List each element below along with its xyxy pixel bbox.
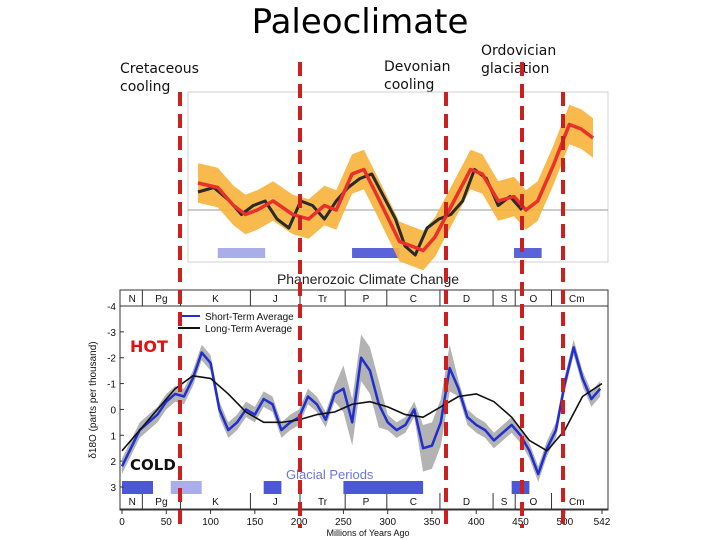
y-axis-ticks: -4 -3 -2 -1 0 1 2 3 xyxy=(107,302,124,494)
top-glacial-bar xyxy=(217,248,266,258)
callout-devonian-cooling: Devonian cooling xyxy=(384,58,450,94)
glacial-periods-label: Glacial Periods xyxy=(286,467,374,482)
x-tick-label: 200 xyxy=(291,517,308,528)
y-tick-label: -4 xyxy=(107,302,116,313)
period-label: N xyxy=(129,294,136,305)
x-axis-ticks: 0 50 100 150 200 250 300 350 400 450 500 542 xyxy=(119,510,611,528)
callout-line: glaciation xyxy=(481,61,550,77)
x-tick-label: 300 xyxy=(379,517,396,528)
period-strip-top: N Pg K J Tr P C D S O Cm xyxy=(120,290,608,307)
x-tick-label: 500 xyxy=(556,517,573,528)
y-tick-label: -1 xyxy=(107,380,116,391)
callout-ordovician-glaciation: Ordovician glaciation xyxy=(481,42,556,78)
period-label: D xyxy=(463,294,470,305)
x-tick-label: 0 xyxy=(119,517,125,528)
period-label: C xyxy=(410,497,417,508)
y-tick-label: -3 xyxy=(107,328,116,339)
period-label: D xyxy=(463,497,470,508)
callout-line: Ordovician xyxy=(481,43,557,59)
hot-label: HOT xyxy=(130,337,168,356)
x-tick-label: 350 xyxy=(424,517,441,528)
x-tick-label: 250 xyxy=(335,517,352,528)
x-tick-label: 400 xyxy=(468,517,485,528)
period-label: K xyxy=(212,294,219,305)
top-glacial-bar xyxy=(352,248,400,258)
callout-line: Cretaceous xyxy=(120,61,199,77)
period-strip-bottom: N Pg K J Tr P C D S O Cm xyxy=(120,493,608,510)
y-tick-label: -2 xyxy=(107,354,116,365)
y-tick-label: 2 xyxy=(110,457,116,468)
period-label: Cm xyxy=(569,497,585,508)
period-label: S xyxy=(501,497,508,508)
top-glacial-bars xyxy=(217,248,542,258)
callout-line: Devonian xyxy=(384,59,451,75)
glacial-bar xyxy=(343,481,424,494)
bottom-series-lines xyxy=(120,346,603,476)
top-glacial-bar xyxy=(514,248,542,258)
top-series-red-line xyxy=(197,122,595,253)
period-label: S xyxy=(501,294,508,305)
glacial-bar xyxy=(122,481,153,494)
y-tick-label: 3 xyxy=(110,483,116,494)
period-label: O xyxy=(529,294,537,305)
top-series-lines xyxy=(197,122,595,257)
top-band-area xyxy=(198,104,593,271)
x-axis-label: Millions of Years Ago xyxy=(326,528,409,538)
x-tick-label: 542 xyxy=(594,517,611,528)
period-label: Cm xyxy=(569,294,585,305)
glacial-bar xyxy=(263,481,282,494)
short-term-line xyxy=(120,346,602,476)
y-axis-label: δ18O (parts per thousand) xyxy=(88,341,99,458)
period-label: Pg xyxy=(155,294,167,305)
x-tick-label: 450 xyxy=(512,517,529,528)
phanerozoic-panel: Phanerozoic Climate Change N Pg K J Tr P C D S O C… xyxy=(88,271,611,538)
period-label: C xyxy=(410,294,417,305)
legend-label-short: Short-Term Average xyxy=(205,312,294,323)
cold-label: COLD xyxy=(130,456,176,474)
x-tick-label: 150 xyxy=(246,517,263,528)
x-tick-label: 50 xyxy=(161,517,173,528)
callout-line: cooling xyxy=(120,79,171,95)
y-tick-label: 1 xyxy=(110,431,116,442)
period-label: N xyxy=(129,497,136,508)
period-label: O xyxy=(529,497,537,508)
red-dashed-markers xyxy=(178,62,565,528)
period-label: Tr xyxy=(318,294,328,305)
period-label: J xyxy=(273,294,278,305)
period-label: Pg xyxy=(155,497,167,508)
bottom-plot-frame xyxy=(119,289,609,511)
long-term-line xyxy=(121,375,603,452)
callout-line: cooling xyxy=(384,77,435,93)
top-uncertainty-band xyxy=(198,104,593,271)
glacial-bar xyxy=(170,481,202,494)
slide-title: Paleoclimate xyxy=(251,2,469,42)
y-tick-label: 0 xyxy=(110,405,116,416)
x-tick-label: 100 xyxy=(202,517,219,528)
legend-label-long: Long-Term Average xyxy=(205,324,293,335)
period-label: P xyxy=(363,497,370,508)
period-label: P xyxy=(363,294,370,305)
period-label: K xyxy=(212,497,219,508)
period-label: Tr xyxy=(318,497,328,508)
callout-cretaceous-cooling: Cretaceous cooling xyxy=(120,60,199,96)
phanerozoic-title: Phanerozoic Climate Change xyxy=(277,271,459,287)
period-label: J xyxy=(273,497,278,508)
top-temperature-panel xyxy=(187,91,609,271)
